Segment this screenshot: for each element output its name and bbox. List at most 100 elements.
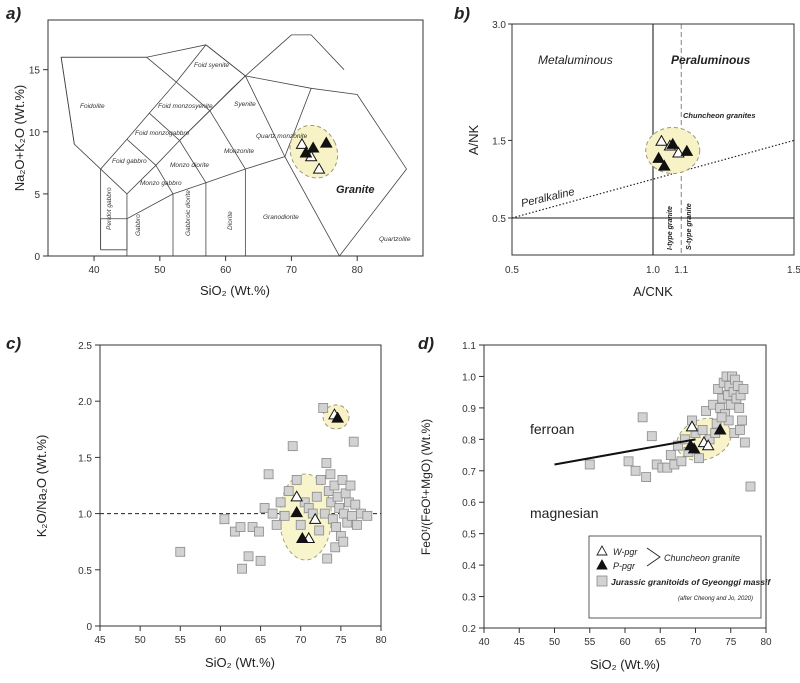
panel-d-x-tick-label: 40 <box>478 637 490 648</box>
tas-field-boundary <box>231 75 286 157</box>
panel-d-y-tick-label: 0.5 <box>462 530 476 541</box>
tas-field-boundary <box>284 87 407 170</box>
legend-p-pgr: P-pgr <box>613 561 636 571</box>
panel-d-y-tick-label: 0.7 <box>462 467 476 478</box>
panel-d-y-tick-label: 0.2 <box>462 624 476 635</box>
panel-a-ticks: 40 50 60 70 80 0 5 10 15 <box>29 66 363 276</box>
chuncheon-granites-ellipse <box>645 126 701 174</box>
panel-c-gyeonggi-point <box>330 542 341 553</box>
panel-c-gyeonggi-point <box>323 486 334 497</box>
panel-d-gyeonggi-point <box>665 450 676 460</box>
tas-field-boundary <box>339 168 407 257</box>
tas-field-boundary <box>61 34 345 77</box>
panel-d-y-axis-label: FeOᵗ/(FeOᵗ+MgO) (Wt.%) <box>419 419 433 555</box>
panel-b-w-pgr-point <box>655 134 668 146</box>
panel-c-x-tick-label: 50 <box>135 635 147 646</box>
panel-d-gyeonggi-point <box>641 472 652 482</box>
panel-c-x-tick-label: 80 <box>375 635 387 646</box>
field-label-gabbro: Gabbro <box>135 214 142 236</box>
panel-c-gyeonggi-point <box>219 514 230 525</box>
panel-c-points <box>290 408 345 543</box>
panel-d-ferroan-magnesian-plot: d) ferroan magnesian 40 45 50 55 60 65 70 75 80 0… <box>418 334 772 672</box>
panel-c-ticks: 45 50 55 60 65 70 75 80 0 0.5 1.0 1.5 2.0 2.5 <box>78 341 387 646</box>
panel-c-gyeonggi-point <box>319 508 330 519</box>
legend-gray-square-symbol <box>596 575 608 587</box>
legend-open-triangle-symbol <box>596 545 608 556</box>
legend-box <box>588 535 762 619</box>
field-label-quartzolite: Quartzolite <box>379 236 411 243</box>
panel-d-gyeonggi-point <box>701 406 711 416</box>
panel-b-x-axis-label: A/CNK <box>633 284 673 299</box>
panel-a-x-tick-label: 50 <box>154 265 166 276</box>
panel-c-y-tick-label: 1.0 <box>78 510 92 521</box>
panel-c-gyeonggi-point <box>254 526 264 537</box>
panel-c-x-tick-label: 55 <box>175 635 187 646</box>
panel-d-gyeonggi-point <box>745 481 756 492</box>
legend-w-pgr: W-pgr <box>613 547 638 557</box>
panel-d-points <box>684 420 727 454</box>
panel-c-gyeonggi-point <box>352 519 362 530</box>
panel-d-w-pgr-point <box>685 420 699 432</box>
panel-c-gyeonggi-point <box>314 525 325 536</box>
panel-c-gyeonggi-point <box>255 555 266 566</box>
panel-c-gyeonggi-point <box>259 503 270 513</box>
panel-c-y-tick-label: 2.0 <box>78 397 92 408</box>
panel-c-gyeonggi-point <box>275 497 286 508</box>
panel-c-p-pgr-point <box>295 531 309 543</box>
panel-c-x-tick-label: 70 <box>295 635 307 646</box>
ferroan-magnesian-line <box>554 438 696 466</box>
panel-c-x-tick-label: 60 <box>215 635 227 646</box>
panel-d-gyeonggi-point <box>697 424 708 435</box>
panel-c-x-axis-label: SiO₂ (Wt.%) <box>205 655 275 670</box>
panel-a-x-tick-label: 40 <box>88 265 100 276</box>
legend-filled-triangle-symbol <box>596 559 608 570</box>
field-label-monzonite: Monzonite <box>224 148 254 155</box>
panel-b-x-tick-label: 1.0 <box>646 265 660 276</box>
panel-c-gyeonggi-point <box>362 510 373 521</box>
panel-c-gyeonggi-point <box>348 436 359 447</box>
panel-a-p-pgr-point <box>319 136 333 148</box>
panel-d-gyeonggi-point <box>737 415 747 426</box>
panel-b-y-tick-label: 1.5 <box>492 136 506 147</box>
panel-a-label: a) <box>6 4 21 23</box>
panel-c-gyeonggi-point <box>325 469 336 480</box>
panel-b-x-tick-label: 1.1 <box>674 265 688 276</box>
panel-c-x-tick-label: 45 <box>94 635 106 646</box>
panel-a-x-tick-label: 70 <box>286 265 298 276</box>
panel-a-y-tick-label: 15 <box>29 66 41 77</box>
panel-c-y-axis-label: K₂O/Na₂O (Wt.%) <box>34 435 49 538</box>
panel-d-y-tick-label: 0.3 <box>462 593 476 604</box>
panel-c-k2o-na2o-plot: c) 45 50 55 60 65 70 75 80 0 0.5 1.0 1.5 2.0 2.5 SiO₂… <box>6 334 387 670</box>
panel-c-gyeonggi-point <box>287 441 298 452</box>
chuncheon-granites-label: Chuncheon granites <box>683 111 756 120</box>
panel-d-x-tick-label: 60 <box>619 637 631 648</box>
panel-d-y-tick-label: 0.6 <box>462 498 476 509</box>
s-type-granite-label: S-type granite <box>686 203 693 250</box>
panel-a-w-pgr-point <box>295 137 309 149</box>
panel-d-gyeonggi-points <box>584 371 756 492</box>
panel-d-gyeonggi-point <box>734 402 745 413</box>
panel-d-x-tick-label: 55 <box>584 637 596 648</box>
panel-b-x-tick-label: 1.5 <box>787 265 800 276</box>
panel-c-gyeonggi-point <box>338 536 349 547</box>
panel-d-y-tick-label: 0.4 <box>462 561 476 572</box>
panel-c-gyeonggi-points <box>175 403 373 574</box>
panel-b-p-pgr-point <box>680 144 694 156</box>
panel-b-p-pgr-point <box>666 137 680 149</box>
field-label-diorite: Diorite <box>227 211 234 230</box>
panel-d-x-tick-label: 65 <box>655 637 667 648</box>
panel-c-gyeonggi-point <box>283 486 294 497</box>
panel-d-gyeonggi-point <box>630 465 641 476</box>
ferroan-magnesian-boundary <box>554 438 696 466</box>
panel-d-gyeonggi-point <box>694 453 704 464</box>
panel-c-gyeonggi-point <box>267 508 278 519</box>
panel-c-w-pgr-point <box>308 512 322 524</box>
panel-c-gyeonggi-point <box>331 522 341 532</box>
panel-a-w-pgr-point <box>312 162 326 174</box>
panel-b-p-pgr-point <box>657 159 671 171</box>
panel-c-gyeonggi-point <box>243 551 254 562</box>
panel-d-gyeonggi-point <box>584 459 595 470</box>
panel-c-x-tick-label: 75 <box>335 635 347 646</box>
field-label-foid-gabbro: Foid gabbro <box>112 158 147 165</box>
panel-c-gyeonggi-point <box>235 522 246 532</box>
